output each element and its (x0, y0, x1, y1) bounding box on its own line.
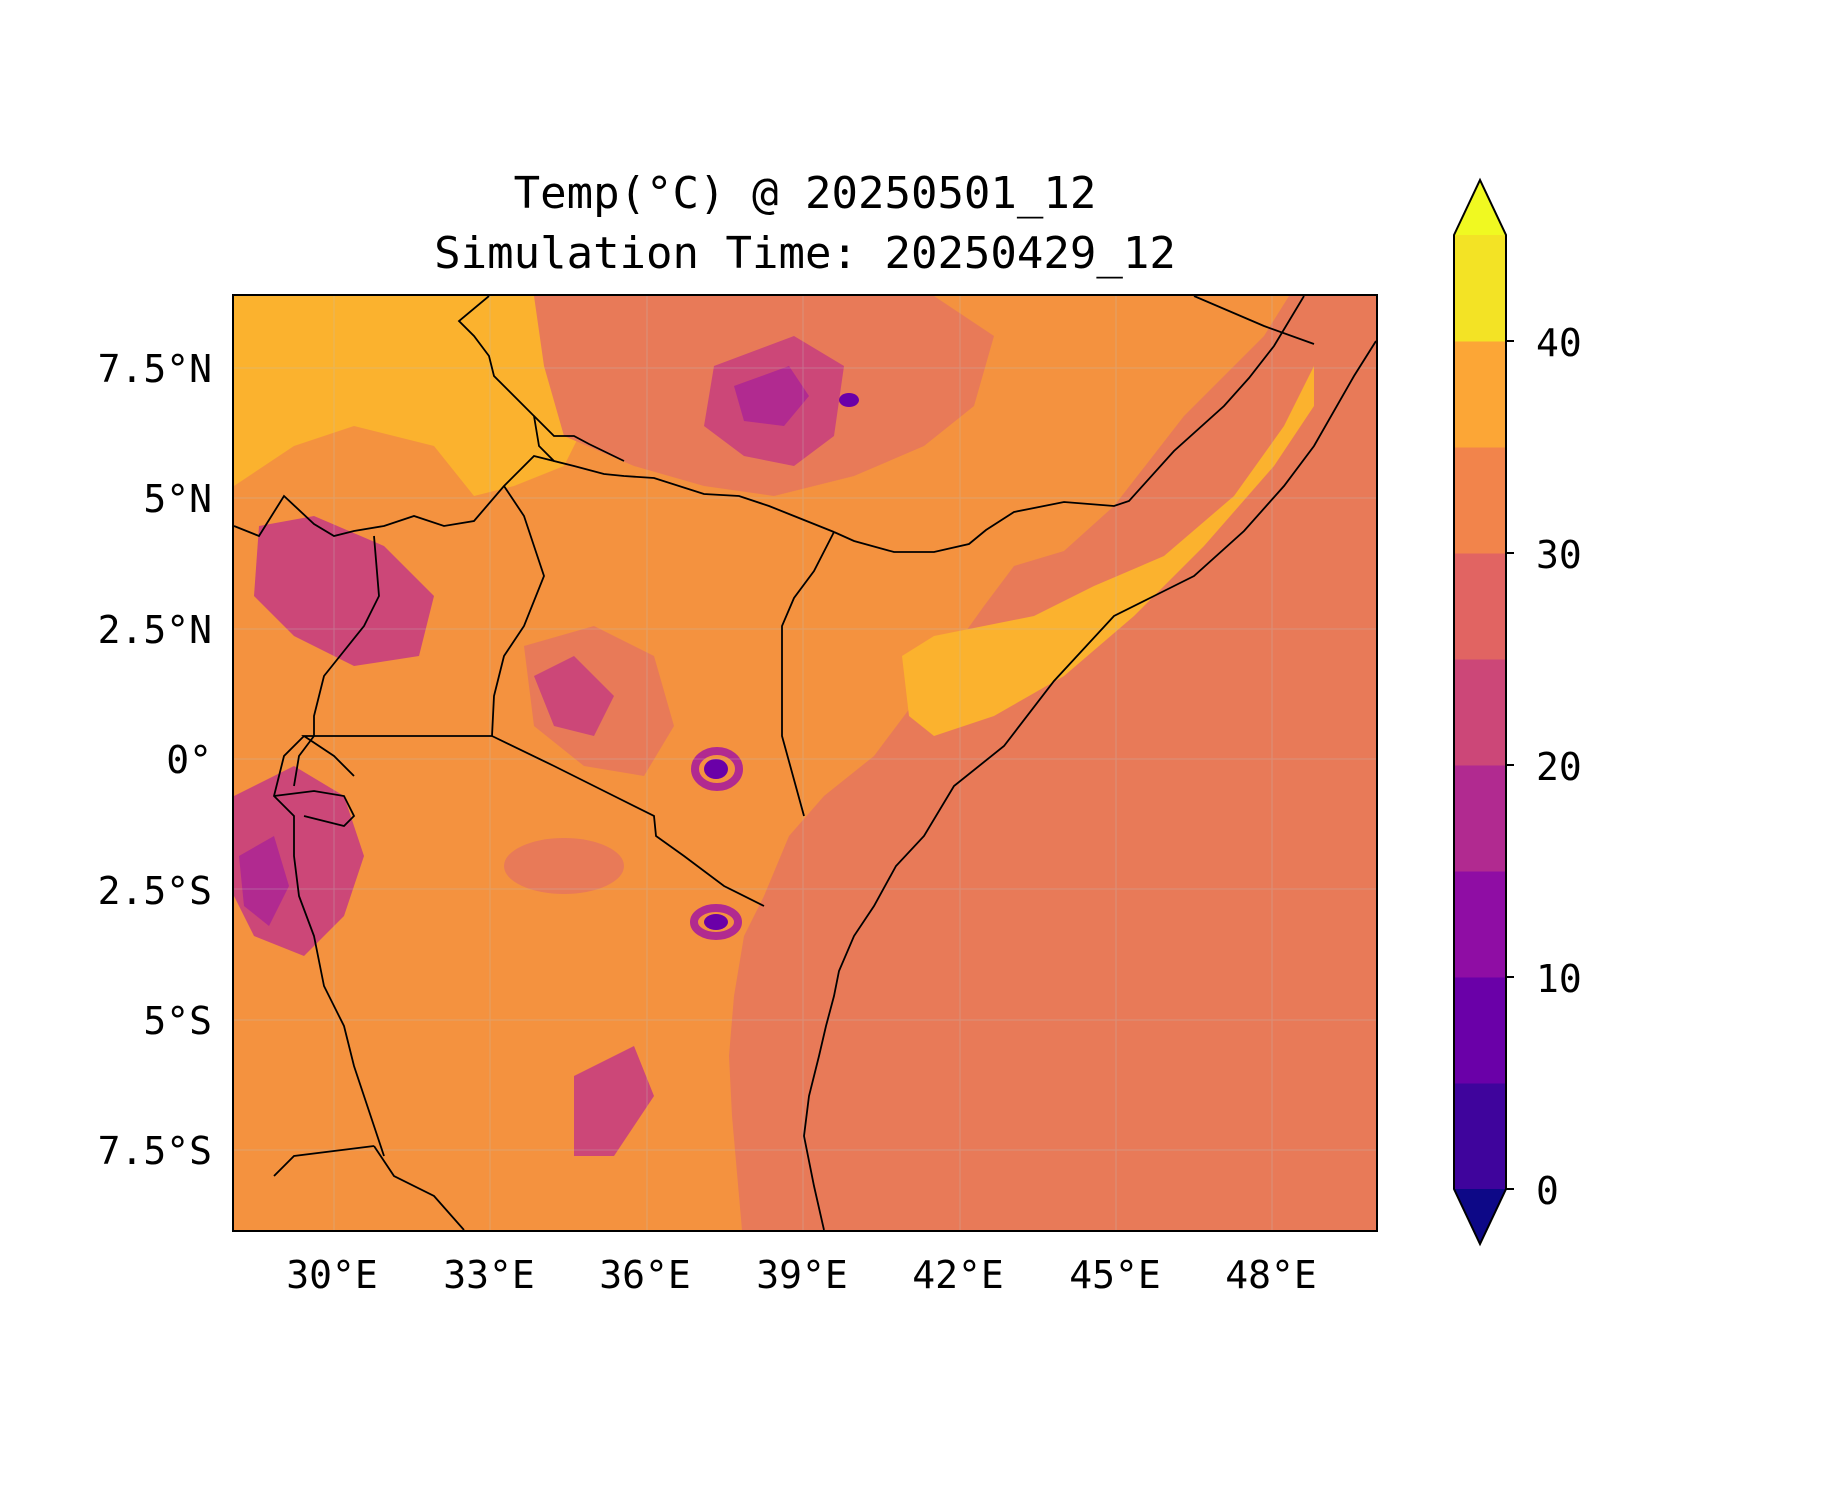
ethiopia-west-border (457, 296, 835, 533)
y-tick-label: 7.5°S (97, 1129, 212, 1173)
colorbar-band (1454, 341, 1506, 448)
colorbar-band (1454, 235, 1506, 342)
field-tz-25-30 (504, 838, 624, 894)
malawi-border (373, 1145, 465, 1230)
kenya-tanzania-border (491, 735, 765, 907)
chart-subtitle: Simulation Time: 20250429_12 (434, 228, 1176, 279)
field-kenya-20-25 (534, 656, 614, 736)
field-highland-cold-spot (839, 393, 859, 407)
kenya-somalia-border (781, 531, 835, 817)
gridlines (234, 296, 1376, 1230)
colorbar-tick-label: 40 (1536, 321, 1582, 365)
colorbar (1453, 177, 1514, 1247)
colorbar-tick-label: 10 (1536, 957, 1582, 1001)
colorbar-band (1454, 871, 1506, 978)
map-panel (232, 294, 1378, 1232)
field-south-20-25 (574, 1046, 654, 1156)
y-tick-label: 7.5°N (97, 347, 212, 391)
colorbar-band (1454, 765, 1506, 872)
field-highland-15-20 (734, 366, 809, 426)
field-30-35 (234, 296, 1289, 1230)
field-kenya-ring (691, 747, 743, 791)
zambia-border (273, 1145, 375, 1177)
colorbar-tick-label: 0 (1536, 1169, 1559, 1213)
field-kili-ring (690, 904, 742, 940)
drc-uganda-border (293, 535, 380, 787)
chart-title: Temp(°C) @ 20250501_12 (513, 168, 1097, 219)
field-uganda-20-25 (254, 516, 434, 666)
rwanda-burundi-border (273, 790, 356, 827)
colorbar-extend-min (1454, 1189, 1506, 1244)
y-tick-label: 2.5°S (97, 869, 212, 913)
field-kili-cold-spot (704, 914, 728, 930)
field-35-40-east (902, 366, 1314, 736)
colorbar-band (1454, 1083, 1506, 1190)
colorbar-tick-label: 30 (1536, 533, 1582, 577)
y-tick-label: 0° (166, 738, 212, 782)
x-tick-label: 30°E (286, 1253, 378, 1297)
colorbar-tick-label: 20 (1536, 745, 1582, 789)
tanzania-north-border (301, 735, 492, 777)
x-tick-label: 36°E (599, 1253, 691, 1297)
x-tick-label: 39°E (756, 1253, 848, 1297)
x-tick-label: 42°E (912, 1253, 1004, 1297)
uganda-kenya-border (491, 485, 545, 737)
x-tick-label: 33°E (443, 1253, 535, 1297)
field-35-40-nw (234, 296, 584, 496)
colorbar-band (1454, 659, 1506, 766)
x-tick-label: 48°E (1225, 1253, 1317, 1297)
colorbar-extend-max (1454, 180, 1506, 235)
drc-tanzania-border (273, 735, 385, 1157)
somaliland-border (1193, 296, 1315, 345)
colorbar-band (1454, 553, 1506, 660)
field-lakes-15-20 (239, 836, 289, 926)
y-tick-label: 5°N (143, 477, 212, 521)
borders (234, 296, 1376, 1230)
y-tick-label: 5°S (143, 999, 212, 1043)
kenya-north-border (533, 415, 625, 462)
coastline (803, 340, 1376, 1230)
x-tick-label: 45°E (1069, 1253, 1161, 1297)
field-kenya-cold-spot (704, 759, 728, 779)
colorbar-band (1454, 977, 1506, 1084)
ethiopia-somalia-border (833, 296, 1305, 553)
temperature-field (234, 296, 1376, 1230)
y-tick-label: 2.5°N (97, 608, 212, 652)
colorbar-band (1454, 447, 1506, 554)
